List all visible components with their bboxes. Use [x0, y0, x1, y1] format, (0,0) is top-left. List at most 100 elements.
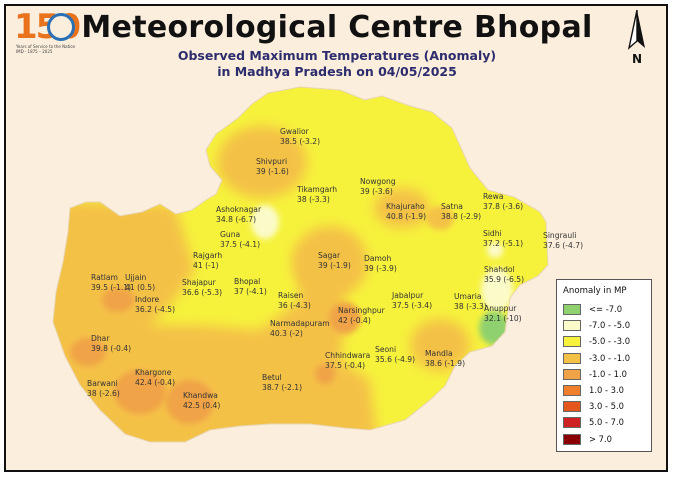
legend-swatch: [563, 368, 581, 380]
legend-swatch: [563, 433, 581, 445]
station-value: 38.6 (-1.9): [425, 359, 465, 368]
legend-swatch: [563, 417, 581, 429]
legend-swatch: [563, 304, 581, 315]
station-value: 35.6 (-4.9): [375, 355, 415, 364]
station-value: 42 (-0.4): [338, 316, 371, 325]
station-value: 35.9 (-6.5): [484, 275, 524, 284]
station-name: Khargone: [135, 368, 172, 377]
station-value: 38 (-3.3): [454, 302, 487, 311]
legend-label: -3.0 - -1.0: [589, 352, 631, 363]
station-value: 39 (-1.6): [256, 167, 289, 176]
station-name: Shajapur: [182, 278, 217, 287]
station-value: 34.8 (-6.7): [216, 215, 256, 224]
legend-label: -7.0 - -5.0: [589, 320, 631, 331]
station-value: 32.1 (-10): [484, 314, 522, 323]
station-value: 39 (-3.9): [364, 264, 397, 273]
station-name: Narsinghpur: [338, 306, 386, 315]
station-value: 39.8 (-0.4): [91, 344, 131, 353]
station-value: 37.5 (-3.4): [392, 301, 432, 310]
station-name: Chhindwara: [325, 351, 370, 360]
station-name: Indore: [135, 295, 159, 304]
station-name: Betul: [262, 373, 282, 382]
legend-label: -1.0 - 1.0: [589, 368, 628, 379]
logo-caption-2: IMD · 1875 – 2025: [16, 49, 53, 54]
station-value: 36.2 (-4.5): [135, 305, 175, 314]
state-boundary: [52, 86, 549, 443]
imd-150-logo: 150 Years of Service to the Nation IMD ·…: [14, 10, 86, 54]
map-subtitle-line-1: Observed Maximum Temperatures (Anomaly): [177, 48, 497, 63]
station-name: Rajgarh: [193, 251, 222, 260]
legend-item: > 7.0: [563, 433, 651, 446]
station-value: 37.8 (-3.6): [483, 202, 523, 211]
map-legend: Anomaly in MP <= -7.0 -7.0 - -5.0 -5.0 - -…: [556, 279, 652, 452]
station-value: 41 (0.5): [125, 283, 155, 292]
legend-title: Anomaly in MP: [563, 286, 627, 296]
station-value: 36.6 (-5.3): [182, 288, 222, 297]
station-value: 37.5 (-4.1): [220, 240, 260, 249]
station-name: Ashoknagar: [216, 205, 262, 214]
station-name: Guna: [220, 230, 240, 239]
legend-item: -5.0 - -3.0: [563, 336, 651, 348]
station-name: Dhar: [91, 334, 110, 343]
station-name: Seoni: [375, 345, 396, 354]
station-name: Rewa: [483, 192, 503, 201]
station-value: 39.5 (-1.1): [91, 283, 131, 292]
legend-item: -7.0 - -5.0: [563, 320, 651, 332]
station-name: Damoh: [364, 254, 392, 263]
legend-item: <= -7.0: [563, 304, 651, 316]
legend-label: 3.0 - 5.0: [589, 401, 624, 412]
station-value: 42.4 (-0.4): [135, 378, 175, 387]
logo-caption-1: Years of Service to the Nation: [16, 44, 76, 49]
station-name: Sidhi: [483, 229, 502, 238]
page-title: Meteorological Centre Bhopal: [81, 10, 593, 45]
legend-item: -3.0 - -1.0: [563, 352, 651, 365]
station-name: Jabalpur: [391, 291, 424, 300]
station-name: Ratlam: [91, 273, 118, 282]
station-value: 38 (-2.6): [87, 389, 120, 398]
station-name: Tikamgarh: [296, 185, 337, 194]
station-value: 41 (-1): [193, 261, 219, 270]
station-name: Khandwa: [183, 391, 218, 400]
legend-swatch: [563, 401, 581, 413]
station-value: 39 (-1.9): [318, 261, 351, 270]
legend-swatch: [563, 320, 581, 332]
legend-item: 3.0 - 5.0: [563, 401, 651, 413]
station-name: Raisen: [278, 291, 304, 300]
legend-swatch: [563, 385, 581, 396]
station-name: Shivpuri: [256, 157, 287, 166]
station-name: Shahdol: [484, 265, 515, 274]
north-label: N: [631, 52, 643, 66]
legend-item: 5.0 - 7.0: [563, 417, 651, 429]
legend-swatch: [563, 336, 581, 348]
station-name: Singrauli: [543, 231, 576, 240]
station-value: 36 (-4.3): [278, 301, 311, 310]
station-name: Khajuraho: [386, 202, 425, 211]
station-name: Anuppur: [484, 304, 517, 313]
